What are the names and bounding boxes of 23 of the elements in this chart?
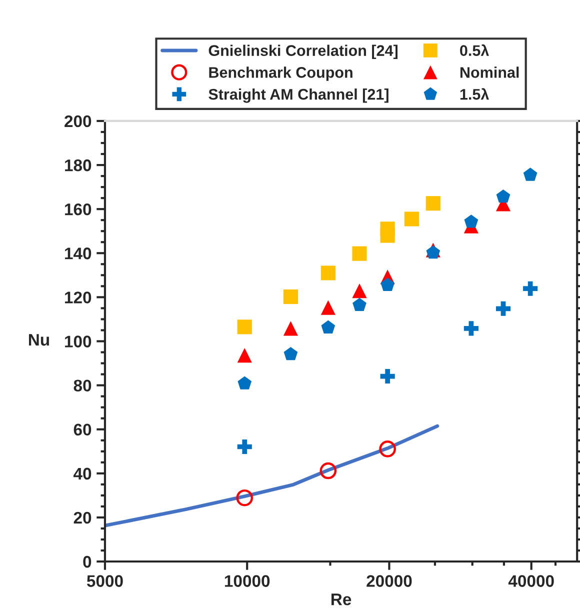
y-tick-label: 20 <box>74 512 92 524</box>
y-tick-label: 0 <box>83 556 92 568</box>
x-tick-label: 5000 <box>86 575 123 587</box>
legend-label: Straight AM Channel [21] <box>208 88 388 103</box>
y-tick-label: 60 <box>74 424 92 436</box>
y-tick-label: 140 <box>65 248 92 260</box>
x-tick-label: 20000 <box>366 575 412 587</box>
x-axis-title: Re <box>332 594 352 606</box>
y-tick-label: 120 <box>65 292 92 304</box>
y-tick-label: 200 <box>64 115 92 128</box>
x-tick-label: 40000 <box>508 575 554 587</box>
y-tick-label: 40 <box>74 468 92 480</box>
x-tick-label: 10000 <box>224 575 270 587</box>
legend-label: 0.5λ <box>460 44 489 56</box>
y-tick-label: 180 <box>65 159 92 172</box>
legend-label: Nominal <box>460 66 519 78</box>
legend-label: 1.5λ <box>460 88 489 100</box>
legend-label: Benchmark Coupon <box>209 66 352 81</box>
y-tick-label: 80 <box>74 380 92 392</box>
legend-label: Gnielinski Correlation [24] <box>208 44 398 59</box>
y-axis-title: Nu <box>28 334 49 346</box>
y-tick-label: 100 <box>65 336 92 348</box>
y-tick-label: 160 <box>65 203 92 216</box>
